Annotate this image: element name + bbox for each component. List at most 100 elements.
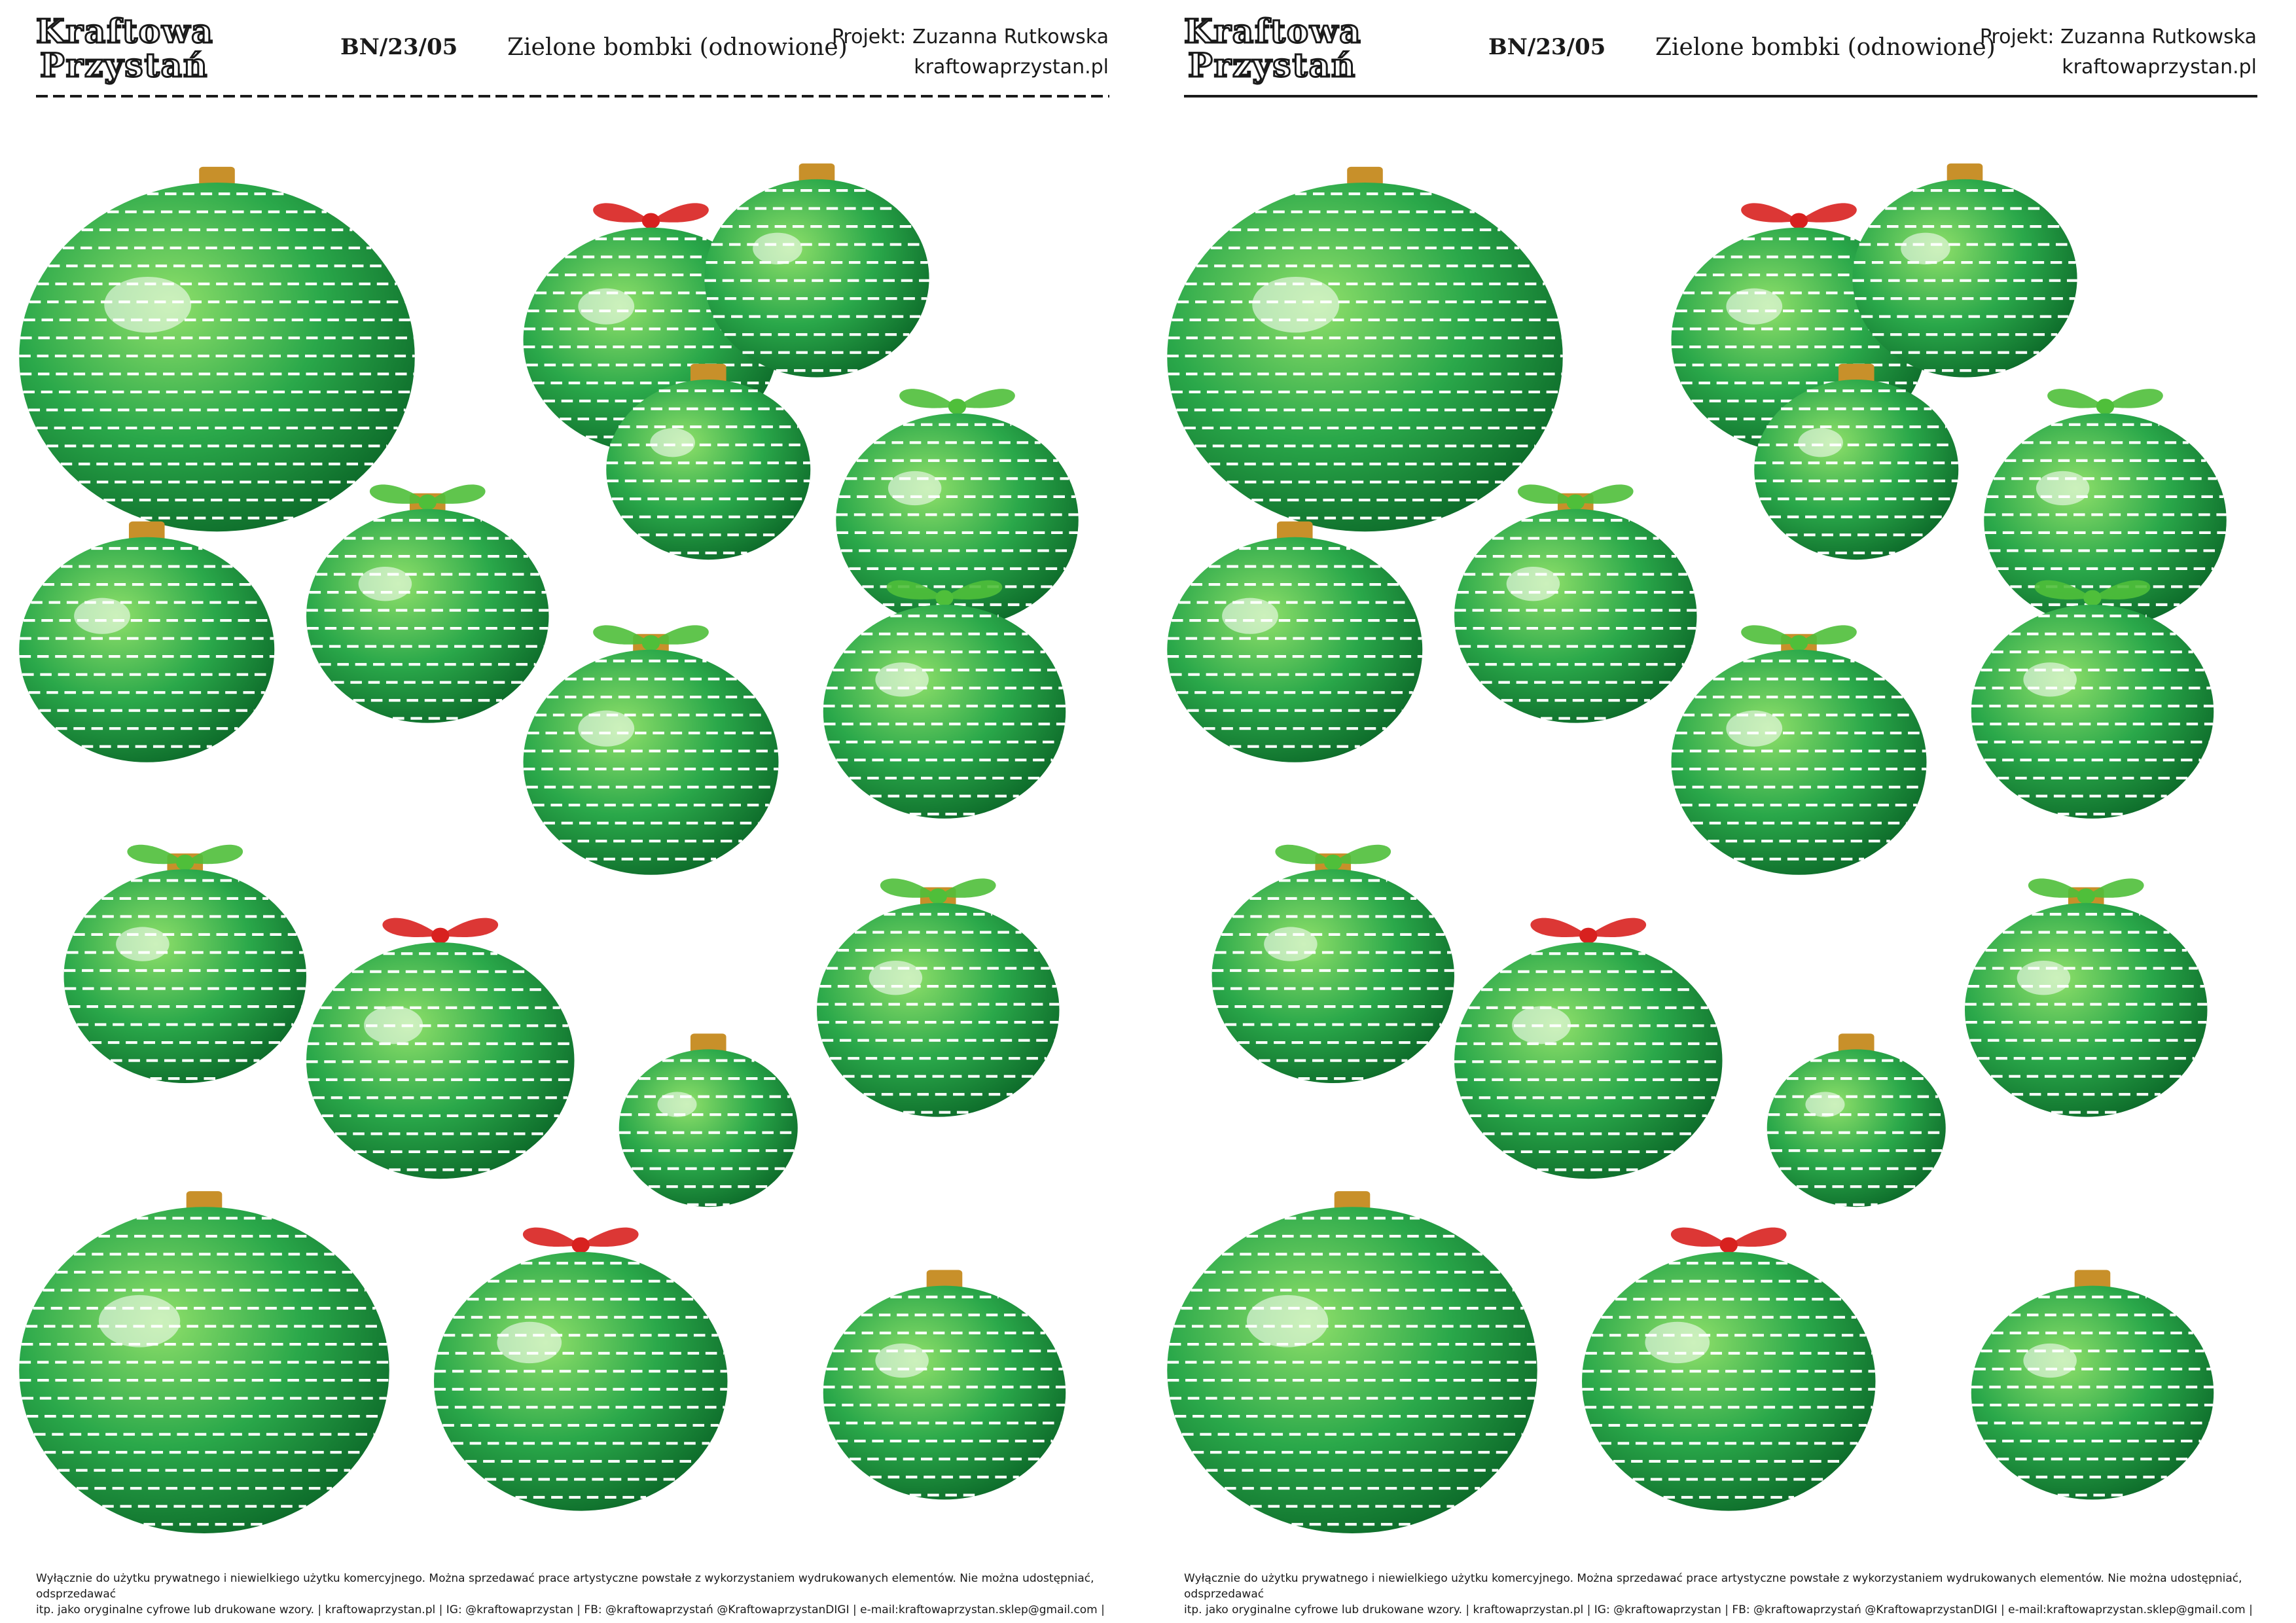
bauble-highlight xyxy=(1901,232,1950,265)
bauble-highlight xyxy=(1222,597,1278,634)
bauble-highlight xyxy=(116,927,170,961)
ornament-bauble xyxy=(823,1270,1066,1500)
bauble-body xyxy=(63,869,306,1083)
logo-line-2: Przystań xyxy=(39,46,209,84)
bow-loop xyxy=(2047,389,2106,408)
bow-knot xyxy=(935,590,954,606)
bow-loop xyxy=(127,844,185,865)
ornament-cap xyxy=(1838,1033,1874,1054)
bow-loop xyxy=(1275,844,1333,865)
ornament-bauble xyxy=(1965,878,2208,1117)
bow-loop xyxy=(944,580,1003,600)
sheet-title: Zielone bombki (odnowione) xyxy=(507,34,848,61)
ornament-bauble xyxy=(1582,1227,1876,1511)
bow-loop xyxy=(899,389,958,408)
ornament-bauble xyxy=(1167,166,1563,532)
sheet-header: Kraftowa Przystań BN/23/05 Zielone bombk… xyxy=(0,0,1148,105)
bauble-highlight xyxy=(2023,662,2077,697)
bauble-body xyxy=(1582,1252,1876,1511)
bauble-body xyxy=(523,649,779,875)
bauble-body xyxy=(704,179,929,378)
logo-line-1: Kraftowa xyxy=(35,12,214,50)
ornament-cap xyxy=(128,521,165,542)
bow-knot xyxy=(176,854,194,870)
product-code: BN/23/05 xyxy=(1488,34,1606,60)
author-block: Projekt: Zuzanna Rutkowska kraftowaprzys… xyxy=(832,22,1109,82)
license-footer: Wyłącznie do użytku prywatnego i niewiel… xyxy=(1184,1571,2284,1618)
bow-loop xyxy=(522,1227,581,1247)
bow-loop xyxy=(2105,389,2163,408)
bow-loop xyxy=(2034,580,2092,600)
bauble-body xyxy=(1671,649,1927,875)
bow-loop xyxy=(369,484,428,504)
bow-loop xyxy=(1799,203,1857,223)
bow-knot xyxy=(571,1237,590,1253)
ornament-cap xyxy=(1838,363,1874,384)
ornament-bauble xyxy=(19,1191,389,1533)
bauble-body xyxy=(1852,179,2077,378)
ornament-bauble xyxy=(1767,1033,1946,1207)
bow-loop xyxy=(185,844,243,865)
bauble-body xyxy=(434,1252,728,1511)
bauble-body xyxy=(1754,380,1959,560)
ornament-bauble xyxy=(606,363,811,560)
logo-line-2: Przystań xyxy=(1187,46,1357,84)
bow-loop xyxy=(427,484,486,504)
ornament-artwork xyxy=(1167,163,2227,1533)
bow-loop xyxy=(1530,918,1588,938)
ornament-bauble xyxy=(1671,625,1927,875)
bow-knot xyxy=(1566,494,1585,510)
ornament-bauble xyxy=(1971,580,2214,819)
bow-knot xyxy=(1789,635,1808,651)
ornament-bauble xyxy=(1167,521,1423,762)
bow-loop xyxy=(382,918,440,938)
ornament-bauble xyxy=(823,580,1066,819)
ornament-bauble xyxy=(1454,484,1697,723)
bauble-highlight xyxy=(657,1092,697,1117)
bow-loop xyxy=(581,1227,639,1247)
ornament-bauble xyxy=(1167,1191,1537,1533)
bauble-highlight xyxy=(497,1321,562,1364)
bow-loop xyxy=(880,878,939,898)
ornament-cap xyxy=(1276,521,1313,542)
bauble-body xyxy=(19,1207,389,1533)
bauble-highlight xyxy=(753,232,802,265)
bow-loop xyxy=(1333,844,1391,865)
ornament-bauble xyxy=(817,878,1060,1117)
bauble-body xyxy=(1167,537,1423,762)
bow-knot xyxy=(1719,1237,1738,1253)
bow-knot xyxy=(1579,927,1598,944)
brand-logo: Kraftowa Przystań xyxy=(35,12,214,86)
author-name: Projekt: Zuzanna Rutkowska xyxy=(831,26,1109,48)
bauble-highlight xyxy=(1246,1294,1329,1347)
bauble-body xyxy=(606,380,811,560)
bauble-highlight xyxy=(2036,471,2090,506)
ornament-bauble xyxy=(619,1033,798,1207)
footer-line-2: itp. jako oryginalne cyfrowe lub drukowa… xyxy=(1184,1603,2253,1616)
ornament-cap xyxy=(1334,1191,1371,1212)
bauble-highlight xyxy=(1726,710,1783,747)
bauble-highlight xyxy=(2017,961,2071,995)
bauble-body xyxy=(1767,1049,1946,1207)
bauble-highlight xyxy=(74,597,130,634)
bow-knot xyxy=(948,399,967,415)
bow-knot xyxy=(641,635,660,651)
header-divider xyxy=(1184,95,2257,98)
bauble-body xyxy=(1971,1285,2214,1500)
bauble-highlight xyxy=(98,1294,181,1347)
ornament-artwork xyxy=(19,163,1079,1533)
bauble-highlight xyxy=(358,567,412,601)
bauble-highlight xyxy=(1264,927,1318,961)
footer-line-1: Wyłącznie do użytku prywatnego i niewiel… xyxy=(36,1572,1094,1601)
bauble-body xyxy=(1965,902,2208,1117)
bauble-body xyxy=(1211,869,1454,1083)
bauble-highlight xyxy=(1726,288,1783,325)
ornament-cap xyxy=(1946,163,1983,184)
bauble-highlight xyxy=(888,471,942,506)
ornament-cap xyxy=(1347,166,1383,187)
bow-knot xyxy=(641,213,660,229)
bow-knot xyxy=(2096,399,2115,415)
bow-loop xyxy=(2092,580,2151,600)
bauble-highlight xyxy=(875,1343,929,1378)
bow-loop xyxy=(2028,878,2087,898)
